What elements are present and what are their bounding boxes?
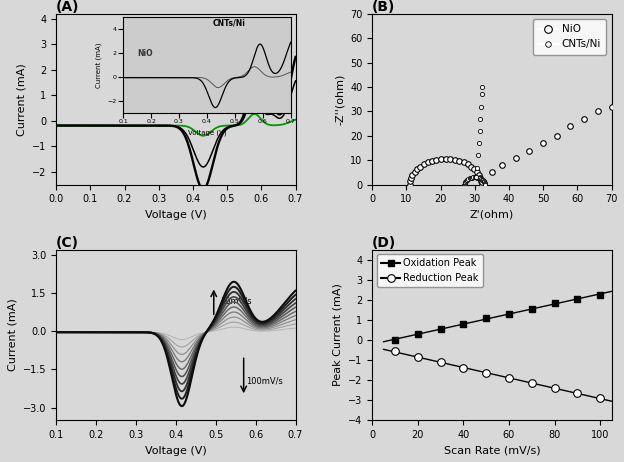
Text: (A): (A) [56,0,80,14]
Text: b: b [265,79,271,89]
Y-axis label: Current (mA): Current (mA) [16,63,26,136]
Y-axis label: -Z''(ohm): -Z''(ohm) [334,73,344,125]
X-axis label: Scan Rate (mV/s): Scan Rate (mV/s) [444,446,540,456]
Legend: Oxidation Peak, Reduction Peak: Oxidation Peak, Reduction Peak [377,255,482,287]
Text: (D): (D) [372,236,396,249]
Legend: NiO, CNTs/Ni: NiO, CNTs/Ni [532,19,607,55]
X-axis label: Voltage (V): Voltage (V) [145,446,207,456]
X-axis label: Z'(ohm): Z'(ohm) [470,210,514,220]
Text: 10mV/s: 10mV/s [220,296,251,305]
Text: 100mV/s: 100mV/s [246,377,283,385]
Text: (C): (C) [56,236,79,249]
Y-axis label: Peak Current (mA): Peak Current (mA) [333,284,343,386]
Text: (B): (B) [372,0,396,14]
Y-axis label: Current (mA): Current (mA) [7,298,17,371]
X-axis label: Voltage (V): Voltage (V) [145,210,207,220]
Text: a: a [263,60,269,69]
